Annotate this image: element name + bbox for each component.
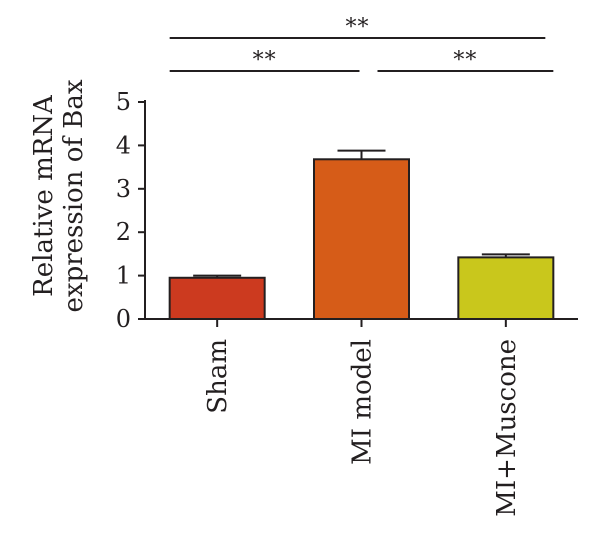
x-tick-label: MI model [348, 339, 378, 465]
y-tick-label: 1 [116, 262, 131, 290]
significance-label: ** [253, 48, 277, 73]
y-tick-label: 3 [116, 175, 131, 203]
y-axis-title-line-2: expression of Bax [59, 79, 89, 312]
y-tick-label: 0 [116, 305, 131, 333]
x-axis-labels: Sham MI model MI+Muscone [203, 319, 522, 517]
significance-label: ** [346, 15, 370, 40]
bar [313, 158, 410, 320]
x-tick-label: Sham [203, 339, 233, 414]
x-tick-label: MI+Muscone [492, 339, 522, 517]
y-tick-label: 2 [116, 218, 131, 246]
bars [168, 149, 555, 321]
bar [168, 276, 266, 320]
y-axis-title: Relative mRNA expression of Bax [29, 79, 89, 312]
y-axis-title-line-1: Relative mRNA [29, 94, 59, 297]
significance-label: ** [453, 48, 477, 73]
y-tick-label: 4 [116, 131, 131, 159]
y-ticks: 0 1 2 3 4 5 [116, 88, 145, 333]
bar [457, 256, 555, 321]
significance-brackets: ** ** ** [169, 15, 554, 73]
y-tick-label: 5 [116, 88, 131, 116]
